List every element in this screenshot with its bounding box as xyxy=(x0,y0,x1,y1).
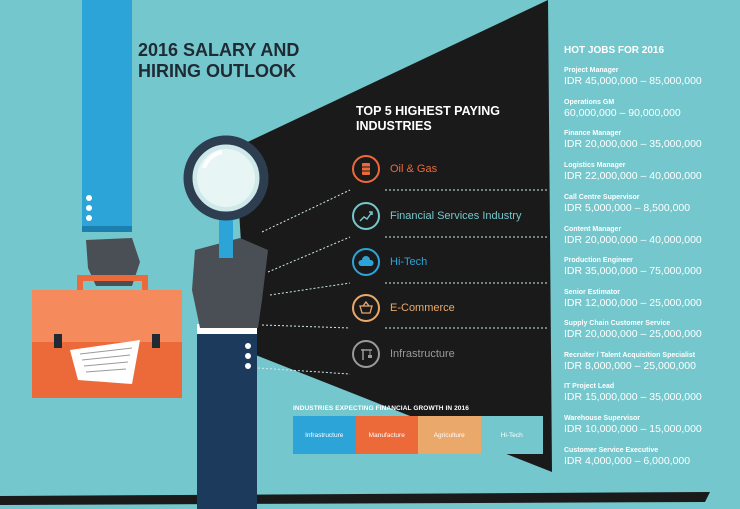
job-item: Warehouse Supervisor IDR 10,000,000 – 15… xyxy=(564,415,740,435)
job-salary: IDR 8,000,000 – 25,000,000 xyxy=(564,360,696,372)
job-salary: IDR 4,000,000 – 6,000,000 xyxy=(564,455,691,467)
spotlight-beam xyxy=(235,0,552,472)
crane-icon xyxy=(352,340,380,368)
hot-jobs-title: HOT JOBS FOR 2016 xyxy=(564,45,665,56)
job-item: Finance Manager IDR 20,000,000 – 35,000,… xyxy=(564,130,740,150)
job-salary: IDR 20,000,000 – 25,000,000 xyxy=(564,328,702,340)
job-title: Project Manager xyxy=(564,67,619,74)
industry-item-financial-services: Financial Services Industry xyxy=(352,199,521,233)
industry-item-hi-tech: Hi-Tech xyxy=(352,245,427,279)
growth-item-manufacture: Manufacture xyxy=(355,416,418,454)
left-sleeve xyxy=(82,0,132,232)
job-item: Logistics Manager IDR 22,000,000 – 40,00… xyxy=(564,162,740,182)
industry-label: Hi-Tech xyxy=(390,256,428,268)
industry-item-oil-gas: Oil & Gas xyxy=(352,152,437,186)
job-salary: IDR 20,000,000 – 35,000,000 xyxy=(564,138,702,150)
job-item: IT Project Lead IDR 15,000,000 – 35,000,… xyxy=(564,383,740,403)
job-salary: 60,000,000 – 90,000,000 xyxy=(564,107,681,119)
growth-title: INDUSTRIES EXPECTING FINANCIAL GROWTH IN… xyxy=(293,405,469,412)
job-item: Operations GM 60,000,000 – 90,000,000 xyxy=(564,99,740,119)
left-hand xyxy=(86,238,140,286)
job-salary: IDR 12,000,000 – 25,000,000 xyxy=(564,297,702,309)
right-hand xyxy=(192,238,268,328)
industry-label: Infrastructure xyxy=(390,348,455,360)
bottom-stripe xyxy=(0,492,710,505)
industry-label: E-Commerce xyxy=(390,302,455,314)
job-title: Senior Estimator xyxy=(564,289,621,296)
job-item: Recruiter / Talent Acquisition Specialis… xyxy=(564,352,740,372)
job-title: Operations GM xyxy=(564,99,615,106)
job-item: Senior Estimator IDR 12,000,000 – 25,000… xyxy=(564,289,740,309)
connector-lines xyxy=(257,189,548,375)
job-salary: IDR 45,000,000 – 85,000,000 xyxy=(564,75,702,87)
job-title: IT Project Lead xyxy=(564,383,615,390)
job-title: Finance Manager xyxy=(564,130,622,137)
industry-label: Oil & Gas xyxy=(390,163,438,175)
job-title: Warehouse Supervisor xyxy=(564,415,640,422)
job-title: Logistics Manager xyxy=(564,162,626,169)
growth-item-infrastructure: Infrastructure xyxy=(293,416,356,454)
growth-item-agriculture: Agriculture xyxy=(418,416,481,454)
job-item: Customer Service Executive IDR 4,000,000… xyxy=(564,447,740,467)
oil-barrel-icon xyxy=(352,155,380,183)
growth-bar: Infrastructure Manufacture Agriculture H… xyxy=(293,416,543,454)
job-title: Content Manager xyxy=(564,226,622,233)
job-item: Supply Chain Customer Service IDR 20,000… xyxy=(564,320,740,340)
job-item: Call Centre Supervisor IDR 5,000,000 – 8… xyxy=(564,194,740,214)
job-salary: IDR 35,000,000 – 75,000,000 xyxy=(564,265,702,277)
right-sleeve xyxy=(197,330,257,509)
left-cuff xyxy=(82,226,132,232)
growth-item-hi-tech: Hi-Tech xyxy=(480,416,543,454)
job-title: Call Centre Supervisor xyxy=(564,194,640,201)
growth-chart-icon xyxy=(352,202,380,230)
job-salary: IDR 15,000,000 – 35,000,000 xyxy=(564,391,702,403)
job-title: Production Engineer xyxy=(564,257,633,264)
industry-item-infrastructure: Infrastructure xyxy=(352,337,455,371)
industry-label: Financial Services Industry xyxy=(390,210,522,222)
job-item: Production Engineer IDR 35,000,000 – 75,… xyxy=(564,257,740,277)
industry-item-e-commerce: E-Commerce xyxy=(352,291,455,325)
job-title: Customer Service Executive xyxy=(564,447,659,454)
job-item: Project Manager IDR 45,000,000 – 85,000,… xyxy=(564,67,740,87)
job-salary: IDR 5,000,000 – 8,500,000 xyxy=(564,202,691,214)
job-title: Supply Chain Customer Service xyxy=(564,320,671,327)
shopping-basket-icon xyxy=(352,294,380,322)
page-title: 2016 SALARY AND HIRING OUTLOOK xyxy=(138,40,300,81)
job-item: Content Manager IDR 20,000,000 – 40,000,… xyxy=(564,226,740,246)
job-salary: IDR 20,000,000 – 40,000,000 xyxy=(564,234,702,246)
job-title: Recruiter / Talent Acquisition Specialis… xyxy=(564,352,696,359)
job-salary: IDR 10,000,000 – 15,000,000 xyxy=(564,423,702,435)
top-industries-title: TOP 5 HIGHEST PAYING INDUSTRIES xyxy=(356,104,501,133)
job-salary: IDR 22,000,000 – 40,000,000 xyxy=(564,170,702,182)
cloud-icon xyxy=(352,248,380,276)
